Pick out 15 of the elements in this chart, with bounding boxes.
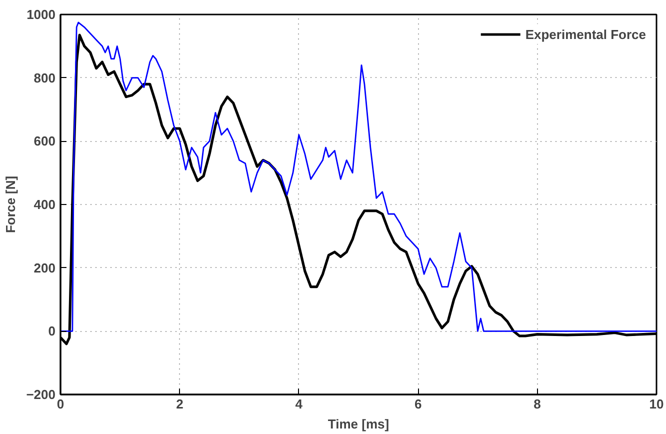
y-tick-label: 0 xyxy=(48,324,56,339)
y-tick-label: 200 xyxy=(34,260,56,276)
x-tick-label: 6 xyxy=(414,396,422,412)
y-tick-label: 1000 xyxy=(26,7,56,22)
y-tick-label: 600 xyxy=(34,134,56,149)
y-tick-label: 400 xyxy=(34,197,56,212)
x-axis-title: Time [ms] xyxy=(328,416,390,432)
x-tick-label: 10 xyxy=(649,396,664,412)
x-tick-label: 4 xyxy=(295,396,304,412)
y-axis-title: Force [N] xyxy=(3,176,18,234)
y-tick-label: 800 xyxy=(34,70,56,86)
x-tick-label: 8 xyxy=(534,396,541,412)
legend-label: Experimental Force xyxy=(525,26,646,42)
x-tick-label: 2 xyxy=(176,396,184,412)
y-tick-label: −200 xyxy=(26,387,56,402)
